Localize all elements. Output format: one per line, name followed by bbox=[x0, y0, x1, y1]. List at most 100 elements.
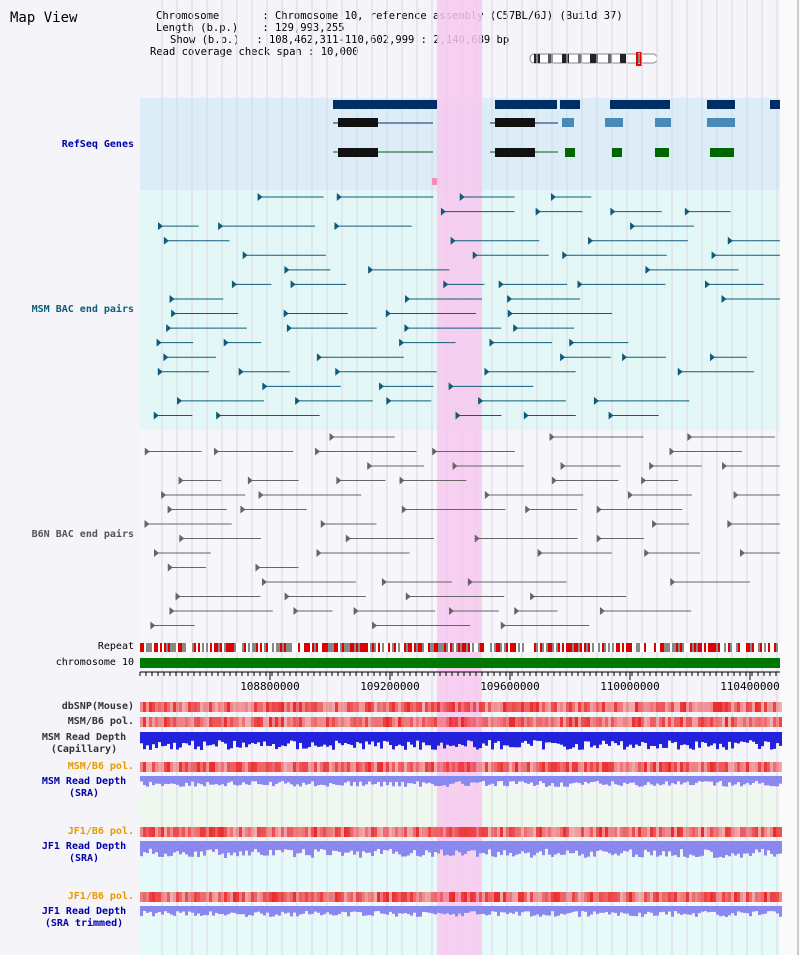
jf1-pol-strip bbox=[707, 827, 710, 837]
repeat-segment bbox=[368, 643, 370, 652]
jf1-pol-strip-2 bbox=[545, 892, 548, 902]
msm-pol-strip-2 bbox=[653, 762, 656, 772]
transcript-block bbox=[707, 118, 735, 127]
jf1-depth-bar bbox=[626, 841, 629, 852]
msm-pol-strip-2 bbox=[371, 762, 374, 772]
msm-pol-strip bbox=[332, 717, 335, 727]
jf1-pol-strip-2 bbox=[536, 892, 539, 902]
repeat-segment bbox=[738, 643, 740, 652]
jf1-trim-depth-bar bbox=[500, 906, 503, 913]
repeat-segment bbox=[618, 643, 620, 652]
jf1-trim-depth-bar bbox=[386, 906, 389, 915]
msm-pol-strip-2 bbox=[707, 762, 710, 772]
msm-sra-depth-bar bbox=[779, 776, 782, 784]
dbsnp-strip bbox=[551, 702, 554, 712]
msm-sra-depth-bar bbox=[545, 776, 548, 787]
jf1-pol-strip-2 bbox=[170, 892, 173, 902]
jf1-pol-strip-2 bbox=[179, 892, 182, 902]
jf1-pol-strip bbox=[146, 827, 149, 837]
jf1-pol-strip bbox=[545, 827, 548, 837]
msm-depth-bar bbox=[485, 732, 488, 746]
repeat-segment bbox=[294, 643, 296, 652]
dbsnp-strip bbox=[683, 702, 686, 712]
jf1-pol-strip-2 bbox=[701, 892, 704, 902]
jf1-pol-strip-2 bbox=[230, 892, 233, 902]
msm-depth-bar bbox=[494, 732, 497, 743]
msm-sra-depth-bar bbox=[209, 776, 212, 785]
jf1-depth-bar bbox=[293, 841, 296, 858]
jf1-pol-strip bbox=[311, 827, 314, 837]
msm-sra-depth-bar bbox=[692, 776, 695, 786]
dbsnp-strip bbox=[629, 702, 632, 712]
jf1-trim-depth-bar bbox=[773, 906, 776, 912]
dbsnp-strip bbox=[641, 702, 644, 712]
msm-sra-depth-bar bbox=[398, 776, 401, 787]
jf1-pol-strip bbox=[536, 827, 539, 837]
jf1-depth-bar bbox=[230, 841, 233, 856]
jf1-depth-bar bbox=[398, 841, 401, 855]
jf1-pol-strip-2 bbox=[599, 892, 602, 902]
msm-sra-depth-bar bbox=[554, 776, 557, 787]
repeat-segment bbox=[502, 643, 504, 652]
jf1-pol-strip bbox=[209, 827, 212, 837]
msm-pol-strip-2 bbox=[620, 762, 623, 772]
msm-sra-depth-bar bbox=[611, 776, 614, 782]
msm-depth-bar bbox=[380, 732, 383, 749]
b6n-bac-pair-end bbox=[452, 462, 458, 470]
msm-pol-strip-2 bbox=[404, 762, 407, 772]
msm-pol-strip bbox=[305, 717, 308, 727]
msm-depth-bar bbox=[650, 732, 653, 746]
jf1-pol-strip bbox=[461, 827, 464, 837]
msm-pol-strip-2 bbox=[416, 762, 419, 772]
msm-pol-strip bbox=[293, 717, 296, 727]
repeat-segment bbox=[762, 643, 764, 652]
msm-sra-depth-bar bbox=[278, 776, 281, 783]
jf1-pol-strip-2 bbox=[359, 892, 362, 902]
jf1-depth-bar bbox=[668, 841, 671, 852]
jf1-trim-depth-bar bbox=[284, 906, 287, 914]
jf1-depth-bar bbox=[767, 841, 770, 851]
msm-pol-strip-2 bbox=[500, 762, 503, 772]
jf1-pol-strip-2 bbox=[740, 892, 743, 902]
jf1-trim-depth-bar bbox=[347, 906, 350, 917]
repeat-segment bbox=[364, 643, 366, 652]
jf1-pol-strip-2 bbox=[773, 892, 776, 902]
jf1-depth-bar bbox=[347, 841, 350, 853]
show-label: Show (b.p.) bbox=[170, 34, 240, 46]
jf1-depth-bar bbox=[407, 841, 410, 856]
msm-pol-strip-2 bbox=[662, 762, 665, 772]
msm-pol-strip bbox=[491, 717, 494, 727]
jf1-pol-strip bbox=[467, 827, 470, 837]
msm-pol-strip-2 bbox=[578, 762, 581, 772]
jf1-depth-bar bbox=[689, 841, 692, 855]
repeat-segment bbox=[716, 643, 718, 652]
jf1-pol-strip-2 bbox=[344, 892, 347, 902]
transcript-block bbox=[565, 148, 575, 157]
jf1-trim-depth-bar bbox=[605, 906, 608, 912]
jf1-trim-depth-bar bbox=[548, 906, 551, 916]
msm-sra-depth-bar bbox=[671, 776, 674, 784]
repeat-segment bbox=[710, 643, 712, 652]
jf1-trim-depth-bar bbox=[731, 906, 734, 914]
msm-pol-strip-2 bbox=[362, 762, 365, 772]
jf1-depth-bar bbox=[431, 841, 434, 857]
msm-pol-strip-2 bbox=[626, 762, 629, 772]
msm-pol-strip-2 bbox=[401, 762, 404, 772]
jf1-trim-depth-bar bbox=[191, 906, 194, 913]
msm-pol-strip-2 bbox=[611, 762, 614, 772]
repeat-segment bbox=[550, 643, 552, 652]
jf1-pol-strip-2 bbox=[248, 892, 251, 902]
jf1-trim-depth-bar bbox=[476, 906, 479, 915]
b6n-bac-pair-end bbox=[652, 520, 658, 528]
msm-depth-bar bbox=[164, 732, 167, 746]
chromosome-ideogram[interactable] bbox=[528, 52, 660, 66]
jf1-trim-depth-bar bbox=[227, 906, 230, 915]
jf1-depth-bar bbox=[218, 841, 221, 855]
jf1-pol-strip-2 bbox=[752, 892, 755, 902]
jf1-pol-strip-2 bbox=[461, 892, 464, 902]
jf1-trim-depth-bar bbox=[392, 906, 395, 914]
jf1-depth-bar bbox=[221, 841, 224, 854]
msm-pol-strip bbox=[353, 717, 356, 727]
repeat-segment bbox=[354, 643, 356, 652]
